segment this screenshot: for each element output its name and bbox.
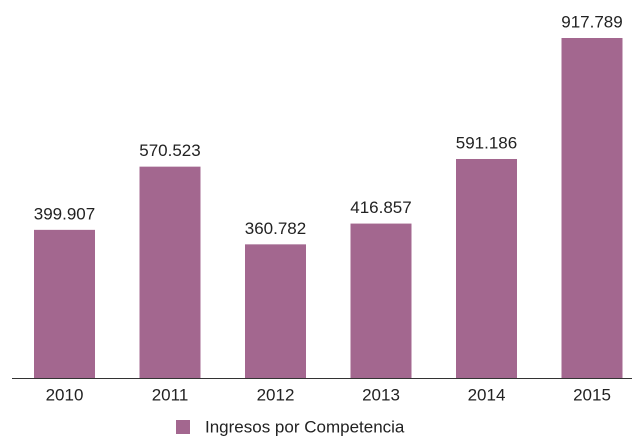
data-label: 591.186 — [456, 133, 517, 152]
data-label: 399.907 — [34, 204, 95, 223]
bar — [34, 229, 95, 378]
x-tick-label: 2010 — [46, 385, 84, 404]
bar — [350, 223, 412, 378]
x-tick-label: 2013 — [362, 385, 400, 404]
data-label: 416.857 — [350, 198, 411, 217]
legend-label: Ingresos por Competencia — [205, 417, 405, 436]
x-tick-label: 2011 — [152, 385, 189, 404]
bar — [245, 244, 306, 378]
data-label: 917.789 — [561, 12, 622, 31]
x-tick-label: 2015 — [573, 385, 611, 404]
bar — [561, 38, 623, 378]
x-tick-label: 2014 — [468, 385, 506, 404]
data-label: 570.523 — [139, 141, 200, 160]
bar — [456, 158, 517, 378]
x-tick-label: 2012 — [257, 385, 295, 404]
data-label: 360.782 — [245, 219, 306, 238]
bar — [139, 166, 201, 378]
legend-swatch — [176, 420, 190, 434]
